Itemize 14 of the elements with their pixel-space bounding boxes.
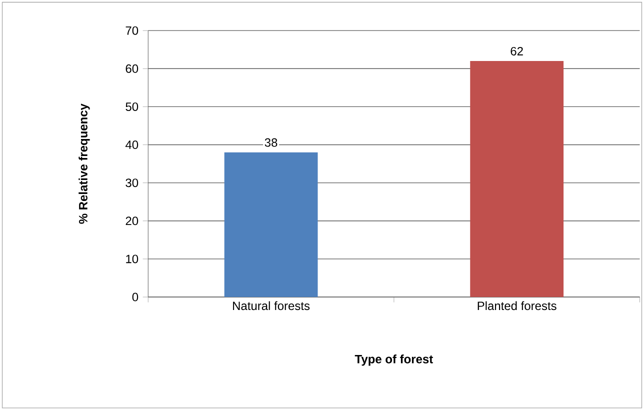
y-tick-label: 50 [126,102,138,111]
y-tick-label: 60 [126,64,138,73]
data-label: 38 [264,138,278,147]
y-tick-label: 0 [132,292,138,302]
y-tick-label: 30 [126,178,138,187]
x-axis-title: Type of forest [354,354,433,366]
data-label: 62 [510,46,523,56]
x-tick-label: Natural forests [233,301,310,310]
y-tick-label: 20 [126,216,138,226]
x-tick-label: Planted forests [478,301,556,310]
y-tick-label: 10 [126,254,138,264]
y-tick-label: 40 [125,140,138,149]
y-tick-label: 70 [126,26,138,35]
y-axis-title: % Relative frequency [78,103,90,224]
